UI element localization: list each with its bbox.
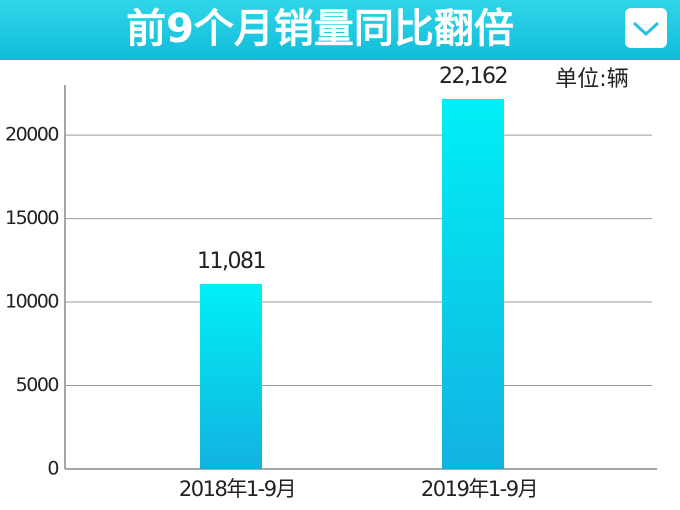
header-banner <box>0 0 680 60</box>
chart-title: 前9个月销量同比翻倍 <box>126 6 514 52</box>
dropdown-button[interactable] <box>625 8 667 48</box>
x-tick-label: 2018年1-9月 <box>179 477 295 501</box>
bar <box>200 283 262 469</box>
bar <box>442 98 504 469</box>
y-tick-label: 15000 <box>5 207 58 229</box>
value-label: 11,081 <box>197 249 265 274</box>
y-tick-label: 5000 <box>16 374 59 396</box>
y-tick-label: 0 <box>47 458 58 480</box>
value-label: 22,162 <box>439 64 507 89</box>
y-tick-label: 20000 <box>5 124 58 146</box>
x-tick-label: 2019年1-9月 <box>421 477 537 501</box>
y-tick-label: 10000 <box>5 291 58 313</box>
unit-label: 单位:辆 <box>555 67 628 92</box>
